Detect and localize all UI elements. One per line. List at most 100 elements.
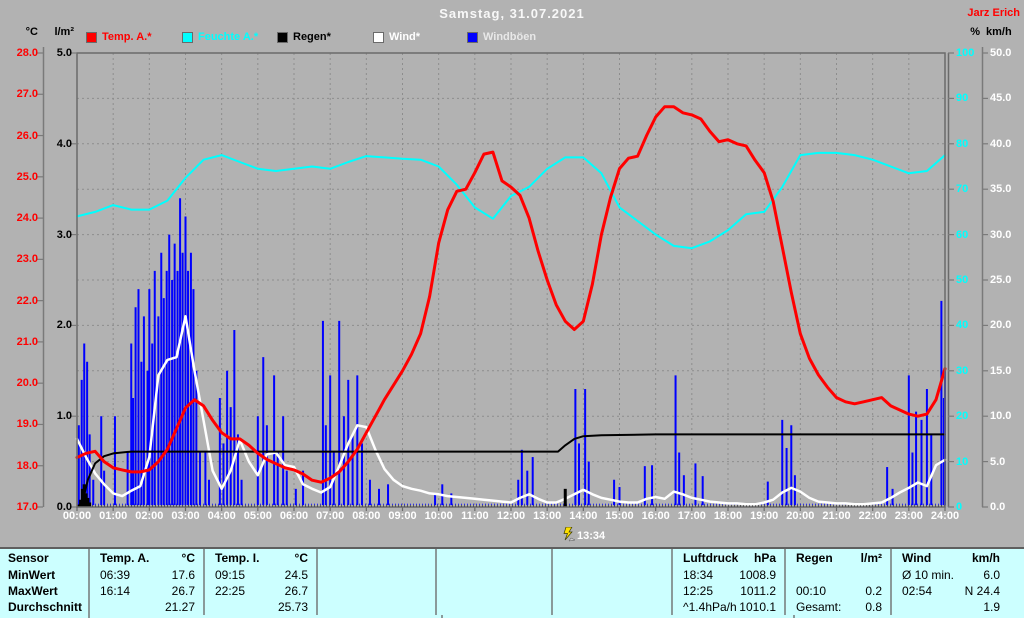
y-axis-wind-tick: 30.0 — [990, 228, 1012, 241]
table-cell: Gesamt: 0.8 — [786, 599, 890, 615]
y-axis-humidity-tick: 60 — [956, 228, 969, 241]
table-cell-time: 00:10 — [796, 584, 827, 598]
y-axis-rain-tick: 4.0 — [56, 137, 72, 150]
series-regen-kumuliert — [76, 433, 946, 508]
station-name: Jarz Erich — [967, 7, 1020, 19]
y-axis-temp-tick: 20.0 — [16, 377, 38, 390]
y-axis-wind-tick: 15.0 — [990, 364, 1012, 377]
table-cell: ^1.4hPa/h 1010.1 — [673, 599, 784, 615]
legend-swatch-icon — [277, 31, 288, 43]
table-cell-time: Ø 10 min. — [902, 568, 955, 582]
table-group-unit: hPa — [753, 551, 776, 565]
x-axis-time-tick: 24:00 — [930, 510, 960, 522]
y-axis-temp-tick: 19.0 — [16, 418, 38, 431]
table-group-unit: km/h — [971, 551, 1000, 565]
table-group-luftdruck: Luftdruck hPa 18:34 1008.9 12:25 1011.2 ^1.4hP… — [671, 549, 784, 615]
x-axis-time-tick: 05:00 — [243, 510, 272, 522]
table-group-unit: °C — [294, 551, 308, 565]
x-axis-time-tick: 18:00 — [713, 510, 743, 522]
table-cell-time: ^1.4hPa/h — [683, 600, 737, 614]
y-axis-humidity-tick: 90 — [956, 92, 969, 105]
table-group-header — [318, 550, 435, 566]
table-group-unit: l/m² — [860, 551, 882, 565]
y-axis-temp-tick: 23.0 — [16, 253, 38, 266]
table-row-label: Durchschnitt — [8, 600, 83, 614]
y-axis-temp-tick: 28.0 — [16, 47, 38, 59]
table-group-temp-i-: Temp. I. °C 09:15 24.5 22:25 26.7 25.73 — [203, 549, 316, 615]
table-cell: Ø 10 min. 6.0 — [892, 567, 1008, 583]
lightning-cursor-icon — [563, 527, 575, 542]
x-axis-time-tick: 08:00 — [352, 510, 381, 522]
table-cell: 22:25 26.7 — [205, 583, 316, 599]
table-group-unit: °C — [181, 551, 195, 565]
y-axis-temp-tick: 27.0 — [16, 88, 38, 101]
y-axis-humidity-tick: 30 — [956, 364, 969, 377]
table-divider-stub — [88, 615, 90, 618]
table-group-head — [553, 549, 671, 567]
x-axis-time-tick: 03:00 — [171, 510, 200, 522]
table-divider-stub — [441, 615, 443, 618]
y-axis-wind-tick: 20.0 — [990, 319, 1012, 332]
table-cell: 21.27 — [90, 599, 203, 615]
table-cell: 25.73 — [205, 599, 316, 615]
y-axis-wind-tick: 0.0 — [990, 501, 1006, 513]
table-row-label: Sensor — [8, 551, 49, 565]
x-axis-time-tick: 07:00 — [316, 510, 345, 522]
x-axis-time-tick: 09:00 — [388, 510, 417, 522]
legend-item-3: Wind* — [373, 31, 420, 43]
table-row-label: MinWert — [8, 568, 56, 582]
table-cell-value: 1010.1 — [739, 600, 776, 614]
table-group-header: Wind km/h — [892, 550, 1008, 566]
stats-table-footer — [0, 615, 1024, 618]
table-cell-value: 21.27 — [164, 600, 195, 614]
table-group-head: Regen l/m² — [786, 549, 890, 567]
table-cell — [553, 583, 671, 599]
legend-label: Temp. A.* — [102, 30, 152, 43]
table-cell-time: 16:14 — [100, 584, 131, 598]
table-group-name: Wind — [902, 551, 932, 565]
x-axis-time-tick: 04:00 — [207, 510, 236, 522]
x-axis-time-tick: 13:00 — [533, 510, 562, 522]
table-cell-value: N 24.4 — [964, 584, 1000, 598]
table-divider-stub — [793, 615, 795, 618]
table-group-head — [437, 549, 551, 567]
table-group-regen: Regen l/m² 00:10 0.2 Gesamt: 0.8 — [784, 549, 890, 615]
legend-swatch-icon — [86, 31, 97, 43]
y-axis-humidity-tick: 20 — [956, 410, 969, 423]
x-axis-time-tick: 16:00 — [641, 510, 670, 522]
legend-item-0: Temp. A.* — [86, 31, 152, 43]
table-group-header: Temp. I. °C — [205, 550, 316, 566]
x-axis-time-tick: 20:00 — [786, 510, 815, 522]
table-cell — [318, 599, 435, 615]
y-axis-temp-tick: 22.0 — [16, 294, 38, 307]
x-axis-time-tick: 11:00 — [461, 510, 489, 522]
stats-table-columns: Sensor MinWert MaxWert Durchschnitt Temp. A.… — [0, 549, 1024, 615]
table-cell: 02:54 N 24.4 — [892, 583, 1008, 599]
x-axis-time-tick: 22:00 — [858, 510, 887, 522]
table-cell-value: 26.7 — [171, 584, 195, 598]
table-cell — [437, 583, 551, 599]
y-axis-rain-tick: 5.0 — [56, 47, 72, 59]
legend-swatch-icon — [182, 31, 193, 43]
table-cell-time: 22:25 — [215, 584, 246, 598]
y-axis-temp-tick: 24.0 — [16, 212, 38, 225]
y-axis-rain-tick: 1.0 — [56, 410, 72, 423]
legend-swatch-icon — [467, 31, 478, 43]
x-axis-time-tick: 21:00 — [822, 510, 851, 522]
series-feuchte-a- — [76, 151, 946, 250]
table-group-name: Temp. I. — [215, 551, 260, 565]
table-cell: 1.9 — [892, 599, 1008, 615]
table-cell-value: 17.6 — [171, 568, 195, 582]
y-axis-humidity-tick: 70 — [956, 183, 969, 196]
x-axis-time-tick: 01:00 — [99, 510, 128, 522]
table-group-head: Temp. A. °C — [90, 549, 203, 567]
y-axis-temp-tick: 26.0 — [16, 129, 38, 142]
table-cell-time: 09:15 — [215, 568, 246, 582]
time-cursor-marker[interactable]: 13:34 — [563, 527, 605, 542]
axis-header-wind: km/h — [986, 26, 1012, 38]
table-group-head — [318, 549, 435, 567]
legend-label: Feuchte A.* — [198, 30, 259, 43]
table-cell-time: Gesamt: — [796, 600, 842, 614]
x-axis-time-tick: 17:00 — [677, 510, 706, 522]
